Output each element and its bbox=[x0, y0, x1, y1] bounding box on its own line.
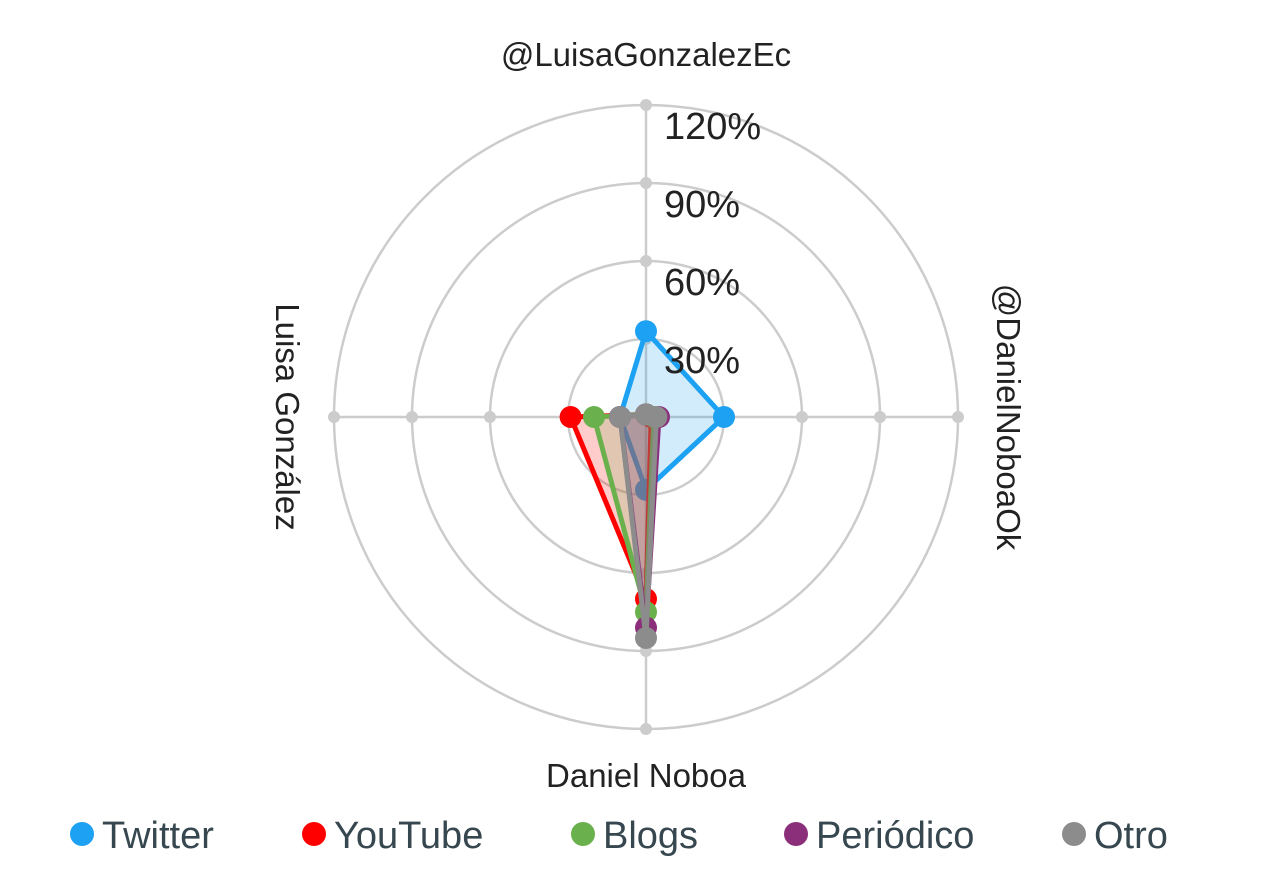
data-point bbox=[645, 406, 668, 428]
axis-label-luisa-gonzalez: Luisa González bbox=[269, 303, 306, 530]
legend-item-otro: Otro bbox=[1062, 815, 1168, 857]
data-point bbox=[559, 406, 582, 428]
grid-tick-dot bbox=[328, 411, 340, 423]
grid-tick-dot bbox=[640, 99, 652, 111]
legend: Twitter YouTube Blogs Periódico Otro bbox=[70, 815, 1168, 857]
legend-marker bbox=[784, 822, 808, 846]
grid-tick-dot bbox=[640, 723, 652, 735]
radial-tick-labels: 30% 60% 90% 120% bbox=[664, 106, 761, 382]
legend-label: Otro bbox=[1094, 815, 1168, 857]
axis-label-daniel-noboa: Daniel Noboa bbox=[546, 757, 747, 794]
legend-label: Periódico bbox=[816, 815, 974, 857]
axis-label-danielnoboaok: @DanielNoboaOk bbox=[990, 284, 1027, 551]
legend-marker bbox=[571, 822, 595, 846]
tick-label-30: 30% bbox=[664, 340, 740, 382]
legend-marker bbox=[70, 822, 94, 846]
data-point bbox=[635, 320, 657, 343]
grid-tick-dot bbox=[796, 411, 808, 423]
grid-tick-dot bbox=[484, 411, 496, 423]
legend-label: Twitter bbox=[102, 815, 214, 857]
tick-label-120: 120% bbox=[664, 106, 761, 148]
legend-marker bbox=[1062, 822, 1086, 846]
series-twitter bbox=[609, 320, 735, 501]
tick-label-60: 60% bbox=[664, 262, 740, 304]
legend-item-blogs: Blogs bbox=[571, 815, 698, 857]
legend-item-twitter: Twitter bbox=[70, 815, 214, 857]
grid-tick-dot bbox=[640, 255, 652, 267]
data-point bbox=[609, 406, 631, 428]
axis-label-luisagonzalezec: @LuisaGonzalezEc bbox=[501, 36, 791, 73]
data-point bbox=[583, 406, 605, 428]
series-otro bbox=[609, 403, 668, 649]
legend-label: Blogs bbox=[603, 815, 698, 857]
tick-label-90: 90% bbox=[664, 184, 740, 226]
data-point bbox=[635, 627, 657, 649]
legend-label: YouTube bbox=[334, 815, 483, 857]
legend-item-youtube: YouTube bbox=[302, 815, 483, 857]
series-layer bbox=[559, 320, 735, 649]
grid-tick-dot bbox=[406, 411, 418, 423]
grid-tick-dot bbox=[874, 411, 886, 423]
legend-item-periódico: Periódico bbox=[784, 815, 974, 857]
data-point bbox=[713, 406, 735, 428]
grid-tick-dot bbox=[952, 411, 964, 423]
legend-marker bbox=[302, 822, 326, 846]
grid-tick-dot bbox=[640, 177, 652, 189]
